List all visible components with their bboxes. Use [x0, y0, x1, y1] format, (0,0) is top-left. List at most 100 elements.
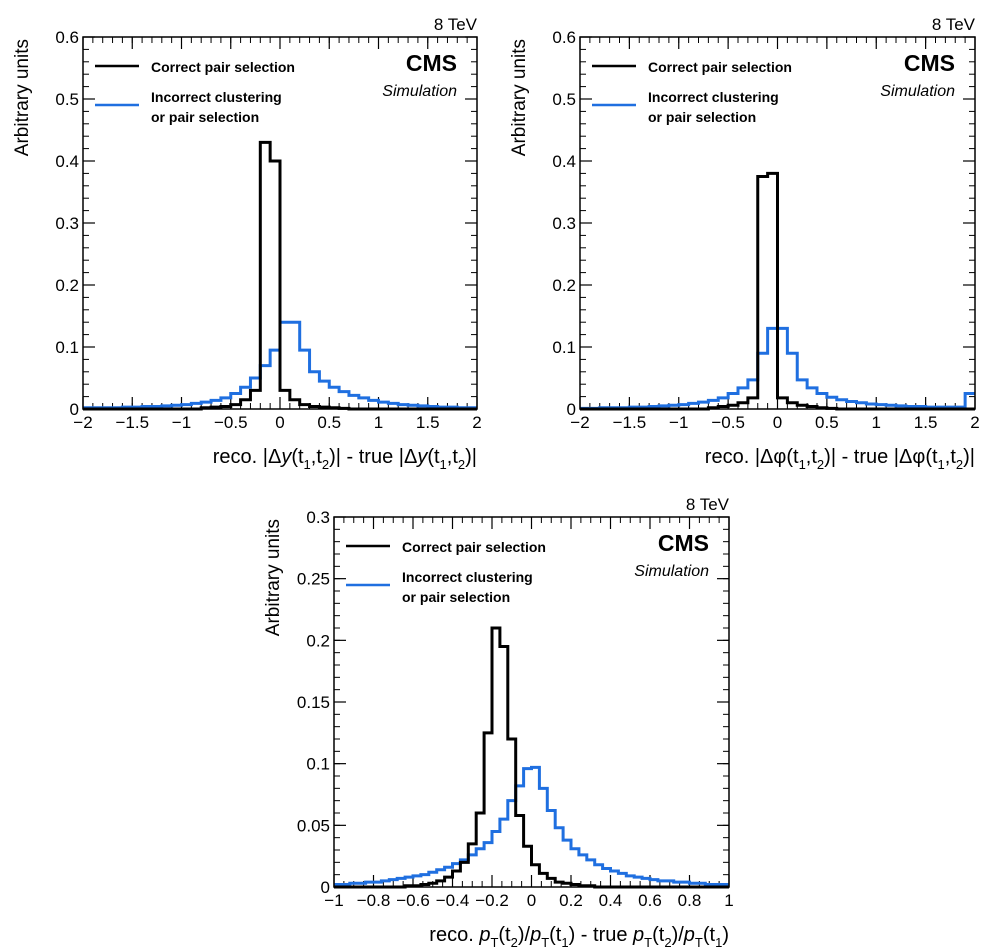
x-tick-label: −0.5	[214, 413, 248, 432]
simulation-label: Simulation	[634, 563, 709, 580]
x-axis-label-part: 1	[304, 457, 311, 472]
y-tick-label: 0	[70, 400, 79, 419]
x-tick-label: −0.6	[396, 891, 430, 910]
energy-label: 8 TeV	[932, 15, 976, 34]
y-tick-label: 0	[567, 400, 576, 419]
y-tick-label: 0.4	[552, 152, 576, 171]
histogram-correct-pair-selection	[83, 140, 477, 411]
x-tick-label: 2	[970, 413, 979, 432]
x-tick-label: 0.6	[638, 891, 662, 910]
legend-label-incorrect-line1: Incorrect clustering	[648, 89, 779, 105]
histogram-correct-pair-selection	[580, 171, 975, 411]
energy-label: 8 TeV	[434, 15, 478, 34]
y-tick-label: 0.4	[55, 152, 79, 171]
x-tick-label: −0.2	[475, 891, 509, 910]
cms-label: CMS	[658, 530, 709, 556]
x-tick-label: 2	[472, 413, 481, 432]
histogram-incorrect-clustering	[334, 765, 729, 887]
y-axis-label: Arbitrary units	[263, 519, 284, 636]
cms-label: CMS	[904, 50, 955, 76]
x-axis-label-part: reco. |Δ	[213, 446, 282, 468]
y-tick-label: 0.3	[55, 214, 79, 233]
plot-frame	[82, 36, 478, 410]
x-axis-label-part: 2	[664, 935, 671, 950]
x-axis-label-part: (t	[549, 924, 562, 946]
y-tick-label: 0.2	[552, 276, 576, 295]
x-axis-label-part: )	[722, 924, 729, 946]
simulation-label: Simulation	[880, 83, 955, 100]
x-axis-label-part: p	[529, 924, 541, 946]
x-tick-label: −0.8	[357, 891, 391, 910]
x-axis-label-part: (t	[427, 446, 440, 468]
x-axis-label-part: ,t	[447, 446, 459, 468]
y-tick-label: 0.5	[55, 90, 79, 109]
legend-label-correct: Correct pair selection	[648, 59, 792, 75]
x-axis-label-part: p	[632, 924, 644, 946]
x-axis-label-part: y	[279, 446, 292, 468]
x-tick-label: −1	[669, 413, 688, 432]
x-axis-label-part: )| - true |Δ	[329, 446, 417, 468]
x-tick-label: −0.4	[436, 891, 470, 910]
x-tick-label: −1	[324, 891, 343, 910]
x-axis-label-part: 2	[458, 457, 465, 472]
y-tick-label: 0.2	[306, 631, 330, 650]
x-axis-label-part: 1	[561, 935, 568, 950]
x-axis-label-part: (t	[652, 924, 665, 946]
x-tick-label: 0.4	[599, 891, 623, 910]
x-axis-label: reco. |Δφ(t1,t2)| - true |Δφ(t1,t2)|	[705, 446, 975, 472]
x-axis-label-part: ,t	[945, 446, 957, 468]
x-axis-label-part: T	[541, 935, 549, 950]
x-axis-label-part: (t	[291, 446, 304, 468]
x-tick-label: 1	[724, 891, 733, 910]
x-axis-label-part: p	[478, 924, 490, 946]
x-tick-label: 0	[773, 413, 782, 432]
x-axis-label-part: (t	[498, 924, 511, 946]
x-tick-label: −2	[570, 413, 589, 432]
x-axis-label: reco. pT(t2)/pT(t1) - true pT(t2)/pT(t1)	[429, 924, 729, 950]
x-axis-label-part: 1	[440, 457, 447, 472]
x-axis-label-part: 2	[956, 457, 963, 472]
x-tick-label: −1.5	[115, 413, 149, 432]
x-axis-label-part: T	[490, 935, 498, 950]
histogram-correct-pair-selection	[334, 626, 729, 889]
x-axis-label-part: 1	[715, 935, 722, 950]
y-tick-label: 0.3	[306, 508, 330, 527]
x-axis-label-part: ,t	[311, 446, 323, 468]
histogram-incorrect-clustering	[83, 320, 477, 410]
y-axis-label: Arbitrary units	[12, 39, 33, 156]
legend-label-incorrect-line1: Incorrect clustering	[402, 569, 533, 585]
y-tick-label: 0.2	[55, 276, 79, 295]
x-axis-label: reco. |Δy(t1,t2)| - true |Δy(t1,t2)|	[213, 446, 477, 472]
x-axis-label-part: T	[695, 935, 703, 950]
y-tick-label: 0.5	[552, 90, 576, 109]
y-tick-label: 0.05	[297, 816, 330, 835]
x-axis-label-part: )|	[963, 446, 975, 468]
x-axis-label-part: ,t	[806, 446, 818, 468]
simulation-label: Simulation	[382, 83, 457, 100]
x-axis-label-part: T	[644, 935, 652, 950]
chart-panel-2: −2 −1.5 −1 −0.5 0 0.5 1 1.5 2 0 0.1 0.2 0.3 0.4 0.5 0.6…	[509, 15, 980, 472]
y-tick-label: 0.15	[297, 693, 330, 712]
chart-panel-3: −1 −0.8 −0.6 −0.4 −0.2 0 0.2 0.4 0.6 0.8 1 0 0.05 0.1…	[263, 495, 734, 950]
y-tick-label: 0	[321, 878, 330, 897]
plot-frame	[333, 516, 730, 888]
x-tick-label: 0.5	[317, 413, 341, 432]
y-tick-label: 0.1	[306, 755, 330, 774]
x-axis-label-part: )| - true |Δφ(t	[824, 446, 938, 468]
x-axis-label-part: )/	[672, 924, 685, 946]
legend-label-correct: Correct pair selection	[402, 539, 546, 555]
y-tick-label: 0.1	[552, 338, 576, 357]
x-axis-label-part: )/	[518, 924, 531, 946]
x-tick-label: 0.5	[815, 413, 839, 432]
x-axis-label-part: y	[415, 446, 428, 468]
x-tick-label: 0.8	[678, 891, 702, 910]
x-tick-label: 0	[527, 891, 536, 910]
x-tick-label: 0	[275, 413, 284, 432]
x-tick-label: 1	[374, 413, 383, 432]
x-axis-label-part: ) - true	[569, 924, 633, 946]
x-axis-label-part: 2	[322, 457, 329, 472]
energy-label: 8 TeV	[686, 495, 730, 514]
legend-label-incorrect-line2: or pair selection	[402, 589, 510, 605]
plot-frame	[579, 36, 976, 410]
